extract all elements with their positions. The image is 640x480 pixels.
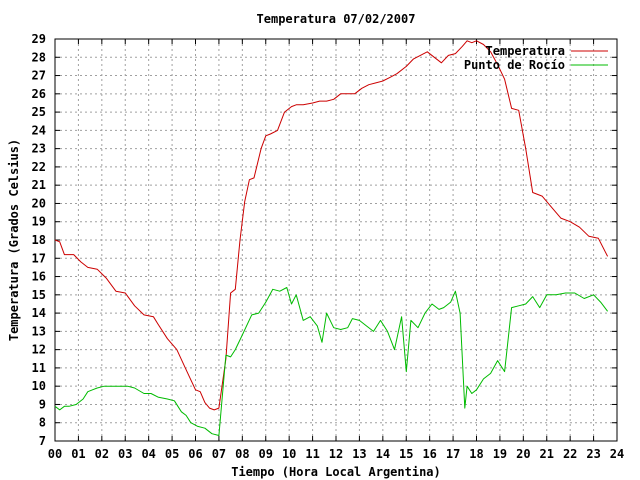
- y-tick-label: 16: [32, 270, 46, 284]
- grid-lines: [55, 39, 617, 441]
- x-axis-label: Tiempo (Hora Local Argentina): [231, 465, 441, 479]
- y-tick-label: 20: [32, 196, 46, 210]
- legend-label: Temperatura: [486, 44, 565, 58]
- x-tick-label: 00: [48, 447, 62, 461]
- y-tick-label: 23: [32, 142, 46, 156]
- legend-label: Punto de Rocío: [464, 58, 565, 72]
- x-tick-label: 13: [352, 447, 366, 461]
- x-tick-label: 03: [118, 447, 132, 461]
- x-tick-label: 16: [422, 447, 436, 461]
- y-tick-label: 11: [32, 361, 46, 375]
- series-line-punto-de-rocio: [54, 287, 608, 436]
- y-tick-label: 29: [32, 32, 46, 46]
- y-tick-label: 15: [32, 288, 46, 302]
- x-axis-ticks: 00 01 02 03 04 05 06 07 08 09 10 11 12 13 14 15 16 17 18 19…: [48, 39, 624, 461]
- y-tick-label: 28: [32, 50, 46, 64]
- x-tick-label: 19: [493, 447, 507, 461]
- x-tick-label: 09: [259, 447, 273, 461]
- chart-title: Temperatura 07/02/2007: [257, 12, 416, 26]
- x-tick-label: 14: [376, 447, 390, 461]
- y-tick-label: 13: [32, 324, 46, 338]
- y-tick-label: 19: [32, 215, 46, 229]
- x-tick-label: 18: [469, 447, 483, 461]
- y-tick-label: 12: [32, 343, 46, 357]
- y-tick-label: 17: [32, 251, 46, 265]
- y-tick-label: 26: [32, 87, 46, 101]
- x-tick-label: 02: [95, 447, 109, 461]
- x-tick-label: 15: [399, 447, 413, 461]
- x-tick-label: 05: [165, 447, 179, 461]
- x-tick-label: 08: [235, 447, 249, 461]
- x-tick-label: 06: [188, 447, 202, 461]
- y-tick-label: 18: [32, 233, 46, 247]
- y-axis-ticks: 7 8 9 10 11 12 13 14 15 16 17 18 19 20 21 22 23 24 25 26 27 2…: [32, 32, 617, 448]
- x-tick-label: 23: [586, 447, 600, 461]
- y-tick-label: 8: [39, 416, 46, 430]
- y-tick-label: 7: [39, 434, 46, 448]
- y-tick-label: 22: [32, 160, 46, 174]
- y-tick-label: 14: [32, 306, 46, 320]
- series-line-temperatura: [54, 40, 609, 411]
- x-tick-label: 07: [212, 447, 226, 461]
- x-tick-label: 10: [282, 447, 296, 461]
- y-tick-label: 9: [39, 397, 46, 411]
- y-axis-label: Temperatura (Grados Celsius): [7, 139, 21, 341]
- y-tick-label: 27: [32, 69, 46, 83]
- x-tick-label: 01: [71, 447, 85, 461]
- x-tick-label: 12: [329, 447, 343, 461]
- y-tick-label: 25: [32, 105, 46, 119]
- x-tick-label: 17: [446, 447, 460, 461]
- x-tick-label: 11: [305, 447, 319, 461]
- x-tick-label: 20: [516, 447, 530, 461]
- y-tick-label: 10: [32, 379, 46, 393]
- y-tick-label: 24: [32, 123, 46, 137]
- x-tick-label: 24: [610, 447, 624, 461]
- x-tick-label: 04: [141, 447, 155, 461]
- x-tick-label: 22: [563, 447, 577, 461]
- y-tick-label: 21: [32, 178, 46, 192]
- series-lines: [54, 40, 609, 436]
- x-tick-label: 21: [540, 447, 554, 461]
